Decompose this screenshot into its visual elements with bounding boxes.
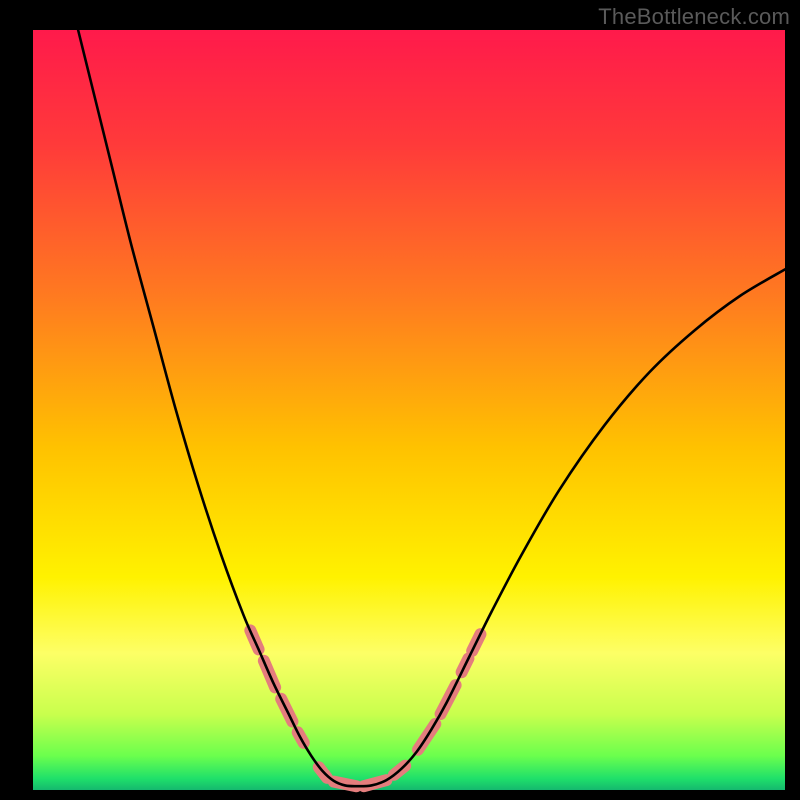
watermark-text: TheBottleneck.com bbox=[598, 4, 790, 30]
plot-background bbox=[33, 30, 785, 790]
chart-container: TheBottleneck.com bbox=[0, 0, 800, 800]
bottleneck-chart bbox=[0, 0, 800, 800]
